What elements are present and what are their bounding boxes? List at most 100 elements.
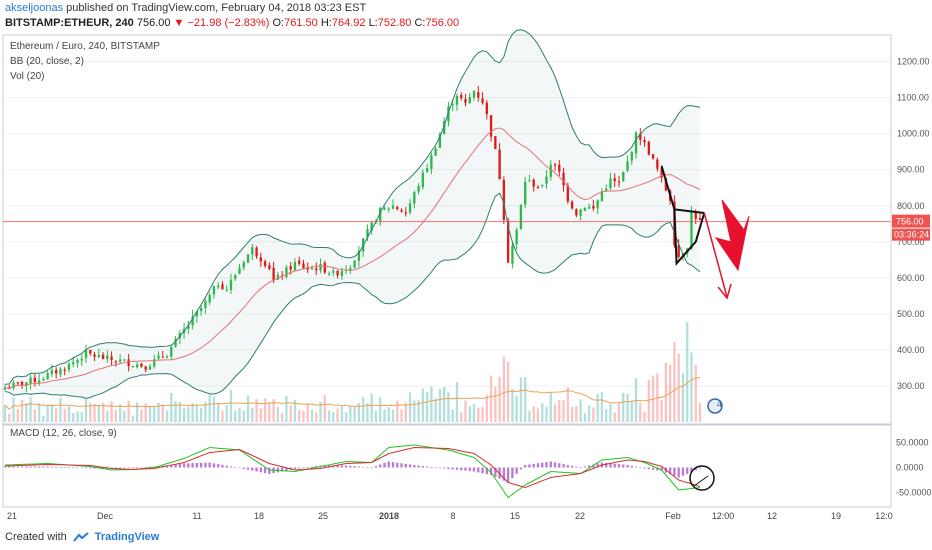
volume-bar — [400, 409, 403, 422]
macd-histogram-bar — [511, 467, 514, 479]
volume-bar — [16, 409, 19, 422]
volume-bar — [617, 403, 621, 422]
volume-bar — [481, 406, 484, 422]
time-tick-label: 19 — [831, 511, 841, 521]
candle-body — [639, 133, 642, 140]
time-tick-label: 12:00 — [712, 511, 735, 521]
macd-tick-label: 0.0000 — [896, 463, 924, 473]
candle-body — [404, 212, 407, 214]
candle-body — [106, 355, 109, 359]
time-tick-label: 12 — [767, 511, 777, 521]
volume-bar — [660, 399, 663, 422]
bollinger-lower-band — [4, 192, 701, 399]
volume-bar — [647, 379, 650, 422]
candle-body — [634, 132, 638, 154]
volume-bar — [413, 400, 416, 422]
volume-bar — [315, 412, 318, 422]
macd-histogram-bar — [626, 465, 629, 468]
volume-bar — [131, 415, 135, 422]
volume-bar — [528, 410, 531, 422]
volume-bar — [579, 399, 582, 422]
tradingview-brand[interactable]: TradingView — [94, 531, 160, 543]
macd-histogram-bar — [221, 464, 224, 468]
volume-bar — [127, 400, 130, 422]
macd-pane-border — [2, 424, 892, 508]
price-tick-label: 1100.00 — [897, 93, 929, 103]
macd-histogram-bar — [123, 467, 126, 469]
price-tick-label: 900.00 — [897, 165, 925, 175]
macd-tick-label: -50.0000 — [896, 488, 932, 498]
volume-bar — [340, 406, 344, 422]
volume-bar — [686, 322, 689, 422]
volume-bar — [29, 397, 32, 422]
candle-body — [195, 311, 199, 317]
macd-histogram-bar — [84, 467, 88, 469]
volume-bar — [634, 378, 638, 422]
macd-histogram-bar — [178, 463, 181, 468]
volume-bar — [268, 402, 271, 422]
price-tick-label: 1000.00 — [897, 129, 930, 139]
ohlc-o-label: O: — [272, 17, 285, 29]
candle-body — [549, 164, 552, 177]
legend-vol[interactable]: Vol (20) — [10, 71, 45, 82]
candle-body — [72, 362, 75, 365]
volume-bar — [502, 356, 506, 422]
candle-body — [532, 179, 535, 187]
macd-histogram-bar — [357, 466, 361, 468]
macd-histogram-bar — [255, 467, 258, 472]
candle-body — [272, 267, 275, 281]
macd-histogram-bar — [315, 466, 318, 468]
volume-bar — [344, 412, 348, 422]
macd-histogram-bar — [25, 466, 28, 468]
macd-histogram-bar — [383, 463, 386, 468]
macd-histogram-bar — [609, 463, 612, 468]
bollinger-basis — [4, 127, 701, 389]
macd-histogram-bar — [323, 465, 326, 468]
candle-body — [67, 364, 71, 370]
volume-bar — [387, 407, 390, 422]
candle-body — [434, 148, 437, 156]
volume-bar — [259, 408, 262, 422]
volume-bar — [524, 377, 527, 422]
candle-body — [451, 104, 454, 106]
volume-bar — [225, 405, 228, 422]
candle-body — [191, 316, 194, 326]
volume-bar — [664, 362, 668, 422]
volume-bar — [357, 403, 361, 422]
candle-body — [336, 270, 339, 276]
volume-bar — [302, 410, 305, 422]
volume-ma-line — [4, 377, 701, 411]
candle-body — [136, 364, 139, 368]
macd-histogram-bar — [340, 465, 344, 468]
ohlc-l-label: L: — [368, 17, 378, 29]
countdown-badge — [892, 228, 930, 241]
candle-body — [558, 164, 561, 172]
volume-bar — [485, 395, 488, 422]
macd-histogram-bar — [20, 466, 24, 468]
legend-bb[interactable]: BB (20, close, 2) — [10, 56, 84, 67]
macd-histogram-bar — [259, 467, 262, 473]
ohlc-close: 756.00 — [425, 17, 460, 29]
volume-bar — [626, 394, 629, 422]
macd-histogram-bar — [630, 465, 633, 468]
candle-body — [643, 140, 646, 143]
candle-body — [443, 121, 446, 135]
candle-body — [59, 368, 62, 375]
volume-bar — [114, 409, 118, 422]
candle-body — [353, 260, 356, 268]
volume-bar — [174, 401, 177, 422]
candle-body — [464, 99, 467, 103]
macd-histogram-bar — [276, 467, 280, 473]
macd-histogram-bar — [140, 467, 143, 468]
legend-macd[interactable]: MACD (12, 26, close, 9) — [10, 428, 117, 439]
macd-histogram-bar — [148, 466, 152, 468]
candle-body — [268, 265, 271, 269]
macd-histogram-bar — [455, 467, 459, 470]
author-link[interactable]: akseljoonas — [5, 2, 64, 14]
volume-bar — [136, 402, 139, 422]
candle-body — [55, 369, 58, 374]
volume-bar — [366, 403, 369, 422]
macd-histogram-bar — [302, 467, 305, 469]
macd-histogram-bar — [310, 466, 314, 468]
